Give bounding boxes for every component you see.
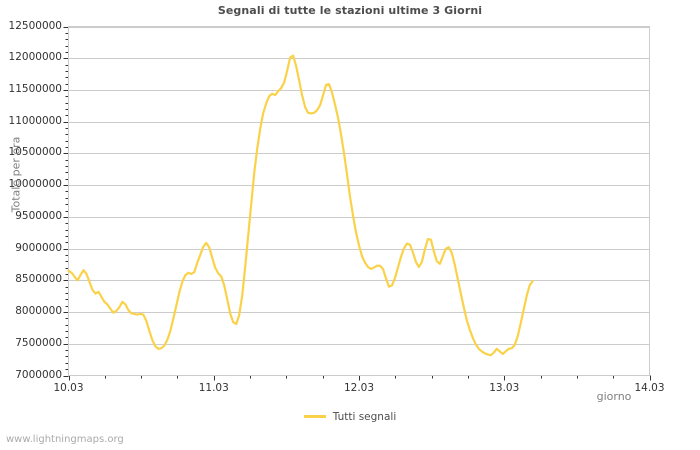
plot-area-border — [68, 26, 650, 376]
y-tick-label: 7500000 — [15, 336, 62, 349]
x-tick-label: 14.03 — [634, 381, 665, 394]
y-axis-label: Totale per ora — [9, 136, 23, 213]
page-title: Segnali di tutte le stazioni ultime 3 Gi… — [217, 4, 483, 17]
y-tick-label: 12500000 — [8, 19, 62, 32]
data-series-tutti-segnali — [67, 54, 534, 357]
x-tick-label: 12.03 — [343, 381, 375, 394]
x-tick-label: 10.03 — [53, 381, 84, 394]
y-tick-label: 8500000 — [15, 273, 62, 286]
y-tick-label: 11500000 — [8, 82, 62, 95]
y-tick-label: 10500000 — [8, 146, 62, 159]
legend-item-tutti-segnali[interactable]: Tutti segnali — [303, 410, 397, 423]
y-tick-label: 8000000 — [15, 305, 62, 318]
y-tick-label: 7000000 — [15, 368, 62, 381]
y-tick-label: 10000000 — [8, 178, 62, 191]
y-tick-label: 12000000 — [8, 51, 62, 64]
chart-legend: Tutti segnali — [0, 409, 700, 423]
y-tick-label: 9000000 — [15, 241, 62, 254]
site-attribution: www.lightningmaps.org — [6, 434, 124, 445]
legend-item-label: Tutti segnali — [332, 410, 397, 423]
x-axis-label: giorno — [596, 390, 632, 403]
grid-lines — [68, 27, 650, 345]
x-tick-label: 11.03 — [198, 381, 229, 394]
x-axis-tick-marks — [69, 375, 651, 381]
y-axis-tick-marks — [63, 27, 69, 377]
x-tick-label: 13.03 — [489, 381, 520, 394]
y-tick-label: 9500000 — [15, 209, 62, 222]
y-tick-label: 11000000 — [8, 114, 62, 127]
legend-color-swatch — [303, 415, 326, 418]
